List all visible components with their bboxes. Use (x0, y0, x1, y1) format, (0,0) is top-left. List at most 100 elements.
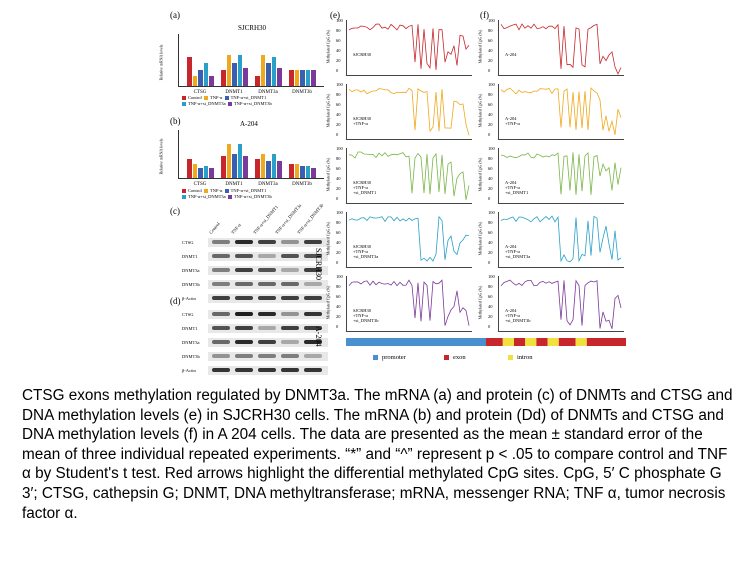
blot-strip (208, 338, 328, 347)
y-tick-label: 80 (336, 92, 341, 97)
blot-band (281, 254, 299, 258)
y-tick-label: 40 (336, 176, 341, 181)
blot-row-label: DNMT1 (182, 254, 198, 259)
blot-row-label: CTSG (182, 312, 194, 317)
blot-lane-label: TNF-α (230, 222, 242, 235)
category-label: DNMT3a (258, 182, 278, 187)
panel-label-b: (b) (170, 116, 181, 126)
blot-band (281, 312, 299, 316)
blot-band (258, 312, 276, 316)
methylation-y-label: Methylated CpG (%) (477, 221, 483, 256)
bar (289, 163, 294, 178)
y-axis-label: Relative mRNA levels (158, 138, 164, 175)
bar-chart-b: CTSG DNMT1 DNMT3a DNMT3b Relative mRNA level… (159, 130, 324, 187)
bar (209, 168, 214, 178)
y-tick-label: 40 (488, 240, 493, 245)
gene-legend-intron: intron (508, 354, 533, 361)
blot-band (281, 268, 299, 272)
y-tick-label: 100 (336, 146, 343, 151)
y-tick-label: 40 (336, 304, 341, 309)
y-tick-label: 0 (336, 132, 339, 137)
methylation-panel: 100 80 60 40 20 0 Methylated CpG (%) A-204 +TNF… (477, 210, 624, 268)
bar (209, 75, 214, 86)
bar (221, 70, 226, 86)
bar (294, 70, 299, 86)
methylation-sample-label: A-204 (505, 52, 517, 57)
bar (243, 67, 248, 86)
blot-row-label: β-Actin (182, 296, 196, 301)
blot-band (212, 340, 230, 344)
blot-band (281, 282, 299, 286)
blot-lane-label: Control (208, 221, 221, 235)
category-label: CTSG (193, 90, 207, 95)
bar-title-a: SJCRH30 (238, 24, 267, 32)
blot-row-label: CTSG (182, 240, 194, 245)
methylation-line (500, 215, 622, 263)
methylation-panel: 100 80 60 40 20 0 Methylated CpG (%) SJCRH30 (325, 18, 472, 76)
bar (255, 158, 260, 178)
panel-label-f: (f) (480, 10, 489, 20)
methylation-y-label: Methylated CpG (%) (325, 93, 331, 128)
methylation-panel: 100 80 60 40 20 0 Methylated CpG (%) A-204 (477, 18, 624, 76)
y-tick-label: 100 (336, 18, 343, 23)
blot-band (235, 240, 253, 244)
methylation-panel: 100 80 60 40 20 0 Methylated CpG (%) A-204 +TNF… (477, 274, 624, 332)
y-tick-label: 20 (336, 58, 341, 63)
y-tick-label: 0 (488, 68, 491, 73)
blot-band (304, 368, 322, 372)
blot-band (258, 240, 276, 244)
blot-row-label: DNMT3b (182, 282, 200, 287)
blot-band (258, 326, 276, 330)
blot-band (235, 312, 253, 316)
bar (221, 156, 226, 178)
blot-band (235, 296, 253, 300)
blot-band (258, 268, 276, 272)
blot-band (304, 354, 322, 358)
category-label: DNMT3a (258, 90, 278, 95)
bar (300, 166, 305, 178)
y-tick-label: 60 (488, 166, 493, 171)
blot-band (258, 254, 276, 258)
methylation-line (500, 279, 622, 329)
methylation-sample-label: A-204 +TNF-α +si_DNMT1 (505, 180, 529, 195)
blot-band (281, 326, 299, 330)
y-tick-label: 60 (336, 102, 341, 107)
y-tick-label: 60 (488, 102, 493, 107)
methylation-panel: 100 80 60 40 20 0 Methylated CpG (%) A-204 +TNF… (477, 82, 624, 140)
blot-band (212, 326, 230, 330)
methylation-line (500, 23, 622, 75)
gene-legend-promoter: promoter (373, 354, 406, 361)
y-tick-label: 80 (336, 220, 341, 225)
bar (266, 62, 271, 86)
bar (198, 70, 203, 86)
blot-strip (208, 324, 328, 333)
y-tick-label: 100 (488, 210, 495, 215)
y-axis-label: Relative mRNA levels (158, 44, 164, 81)
bar (260, 54, 265, 86)
gene-segment (346, 338, 486, 346)
legend-a: Control TNF-α TNF-α+si_DNMT1 TNF-α+si_DN… (182, 95, 272, 107)
methylation-panel: 100 80 60 40 20 0 Methylated CpG (%) SJCRH30 +T… (325, 82, 472, 140)
gene-structure-bar (346, 338, 626, 346)
methylation-sample-label: SJCRH30 +TNF-α +si_DNMT3b (353, 308, 379, 323)
blot-band (304, 254, 322, 258)
bar (232, 62, 237, 86)
bar (187, 158, 192, 178)
methylation-y-label: Methylated CpG (%) (325, 29, 331, 64)
blot-band (304, 326, 322, 330)
y-tick-label: 40 (488, 48, 493, 53)
blot-band (258, 296, 276, 300)
methylation-line (348, 151, 470, 200)
y-tick-label: 100 (488, 82, 495, 87)
blot-strip (208, 366, 328, 375)
methylation-panel: 100 80 60 40 20 0 Methylated CpG (%) SJCRH30 +T… (325, 274, 472, 332)
panel-label-c: (c) (170, 206, 180, 216)
methylation-line (348, 279, 470, 326)
methylation-y-label: Methylated CpG (%) (325, 157, 331, 192)
gene-segment (525, 338, 537, 346)
y-tick-label: 20 (488, 250, 493, 255)
y-tick-label: 100 (488, 18, 495, 23)
blot-band (212, 268, 230, 272)
blot-side-label-d: A-204 (314, 326, 323, 347)
blot-row-label: β-Actin (182, 368, 196, 373)
